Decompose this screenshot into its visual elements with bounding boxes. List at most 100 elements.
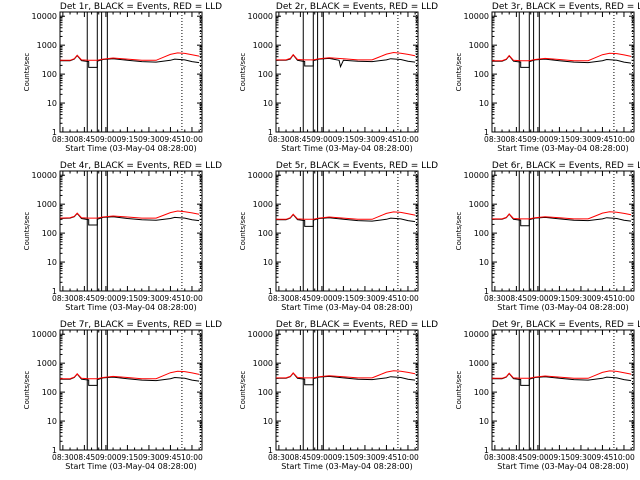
- x-tick-label: 09:30: [138, 294, 160, 303]
- y-tick-label: 100: [42, 229, 57, 238]
- y-tick-label: 100: [474, 229, 489, 238]
- y-tick-label: 10: [47, 417, 57, 426]
- y-tick-label: 1000: [253, 41, 273, 50]
- detector-panel-8: Det 8r, BLACK = Events, RED = LLD 1 10 100 1…: [239, 320, 438, 471]
- y-tick-label: 1000: [469, 41, 489, 50]
- y-tick-label: 100: [258, 229, 273, 238]
- panel-title: Det 2r, BLACK = Events, RED = LLD: [276, 2, 438, 12]
- x-tick-label: 09:00: [527, 135, 549, 144]
- x-axis-label: Start Time (03-May-04 08:28:00): [65, 462, 196, 471]
- y-tick-label: 10000: [248, 330, 273, 339]
- panel-title: Det 7r, BLACK = Events, RED = LLD: [60, 320, 222, 330]
- x-tick-label: 09:15: [549, 135, 571, 144]
- lld-series-line: [276, 370, 416, 379]
- y-tick-label: 10: [479, 99, 489, 108]
- detector-panel-7: Det 7r, BLACK = Events, RED = LLD 1 10 100 1…: [23, 320, 222, 471]
- x-tick-label: 08:45: [506, 294, 528, 303]
- x-tick-label: 09:30: [354, 135, 376, 144]
- y-axis-label: Counts/sec: [23, 371, 31, 410]
- y-tick-label: 10: [263, 99, 273, 108]
- x-tick-label: 10:00: [613, 453, 635, 462]
- plot-frame: [59, 11, 203, 133]
- events-series-line: [492, 213, 632, 227]
- x-tick-label: 09:15: [549, 453, 571, 462]
- x-tick-label: 09:30: [354, 453, 376, 462]
- events-series-line: [276, 54, 416, 69]
- plot-frame: [491, 329, 635, 451]
- x-tick-label: 10:00: [397, 135, 419, 144]
- y-tick-label: 1: [52, 446, 57, 455]
- y-tick-label: 10: [479, 417, 489, 426]
- x-tick-label: 08:45: [290, 294, 312, 303]
- detector-panel-4: Det 4r, BLACK = Events, RED = LLD 1 10 100 1…: [23, 161, 222, 312]
- x-tick-label: 09:00: [311, 453, 333, 462]
- y-tick-label: 1: [268, 128, 273, 137]
- y-tick-label: 10000: [32, 171, 57, 180]
- lld-series-line: [492, 370, 632, 379]
- y-tick-label: 1000: [253, 359, 273, 368]
- lld-series-line: [59, 210, 200, 219]
- y-tick-label: 1: [484, 446, 489, 455]
- x-tick-label: 08:30: [52, 135, 74, 144]
- x-tick-label: 10:00: [181, 294, 203, 303]
- x-tick-label: 08:45: [506, 453, 528, 462]
- x-axis-label: Start Time (03-May-04 08:28:00): [497, 462, 628, 471]
- panel-title: Det 5r, BLACK = Events, RED = LLD: [276, 161, 438, 171]
- events-series-line: [492, 54, 632, 68]
- y-tick-label: 1: [268, 287, 273, 296]
- x-tick-label: 08:45: [506, 135, 528, 144]
- detector-panel-2: Det 2r, BLACK = Events, RED = LLD 1 10 100 1…: [239, 2, 438, 153]
- panel-title: Det 1r, BLACK = Events, RED = LLD: [60, 2, 222, 12]
- y-tick-label: 1000: [469, 200, 489, 209]
- x-tick-label: 09:30: [570, 453, 592, 462]
- y-tick-label: 1: [484, 128, 489, 137]
- panel-title: Det 6r, BLACK = Events, RED = LLD: [492, 161, 640, 171]
- y-tick-label: 1000: [37, 200, 57, 209]
- x-tick-label: 09:00: [95, 294, 117, 303]
- y-axis-label: Counts/sec: [23, 53, 31, 92]
- y-tick-label: 1: [268, 446, 273, 455]
- lld-series-line: [492, 211, 632, 220]
- x-tick-label: 09:15: [333, 453, 355, 462]
- y-tick-label: 10000: [464, 171, 489, 180]
- y-tick-label: 10: [479, 258, 489, 267]
- x-tick-label: 08:30: [484, 135, 506, 144]
- x-tick-label: 09:45: [160, 294, 182, 303]
- events-series-line: [276, 372, 416, 386]
- x-tick-label: 09:00: [95, 453, 117, 462]
- detector-panel-3: Det 3r, BLACK = Events, RED = LLD 1 10 100 1…: [455, 2, 640, 153]
- y-tick-label: 100: [474, 70, 489, 79]
- lld-series-line: [60, 370, 200, 380]
- y-axis-label: Counts/sec: [239, 371, 247, 410]
- lld-series-line: [276, 211, 416, 220]
- y-tick-label: 1000: [37, 41, 57, 50]
- y-tick-label: 10000: [32, 12, 57, 21]
- panel-title: Det 4r, BLACK = Events, RED = LLD: [60, 161, 222, 171]
- x-tick-label: 08:45: [74, 294, 96, 303]
- x-tick-label: 09:15: [333, 135, 355, 144]
- panel-title: Det 8r, BLACK = Events, RED = LLD: [276, 320, 438, 330]
- x-tick-label: 08:30: [484, 453, 506, 462]
- x-tick-label: 09:00: [95, 135, 117, 144]
- lld-series-line: [60, 52, 200, 61]
- y-axis-label: Counts/sec: [455, 212, 463, 251]
- y-tick-label: 1000: [37, 359, 57, 368]
- y-tick-label: 100: [42, 388, 57, 397]
- x-tick-label: 09:45: [376, 453, 398, 462]
- y-tick-label: 10000: [248, 12, 273, 21]
- plot-frame: [59, 170, 203, 292]
- plot-frame: [275, 170, 419, 292]
- panel-title: Det 3r, BLACK = Events, RED = LLD: [492, 2, 640, 12]
- x-tick-label: 09:15: [549, 294, 571, 303]
- x-tick-label: 09:30: [354, 294, 376, 303]
- y-tick-label: 100: [258, 70, 273, 79]
- x-tick-label: 10:00: [613, 294, 635, 303]
- x-tick-label: 09:45: [160, 453, 182, 462]
- plot-frame: [491, 11, 635, 133]
- y-axis-label: Counts/sec: [239, 53, 247, 92]
- x-tick-label: 09:15: [117, 453, 139, 462]
- y-tick-label: 100: [42, 70, 57, 79]
- x-tick-label: 08:30: [484, 294, 506, 303]
- x-tick-label: 10:00: [613, 135, 635, 144]
